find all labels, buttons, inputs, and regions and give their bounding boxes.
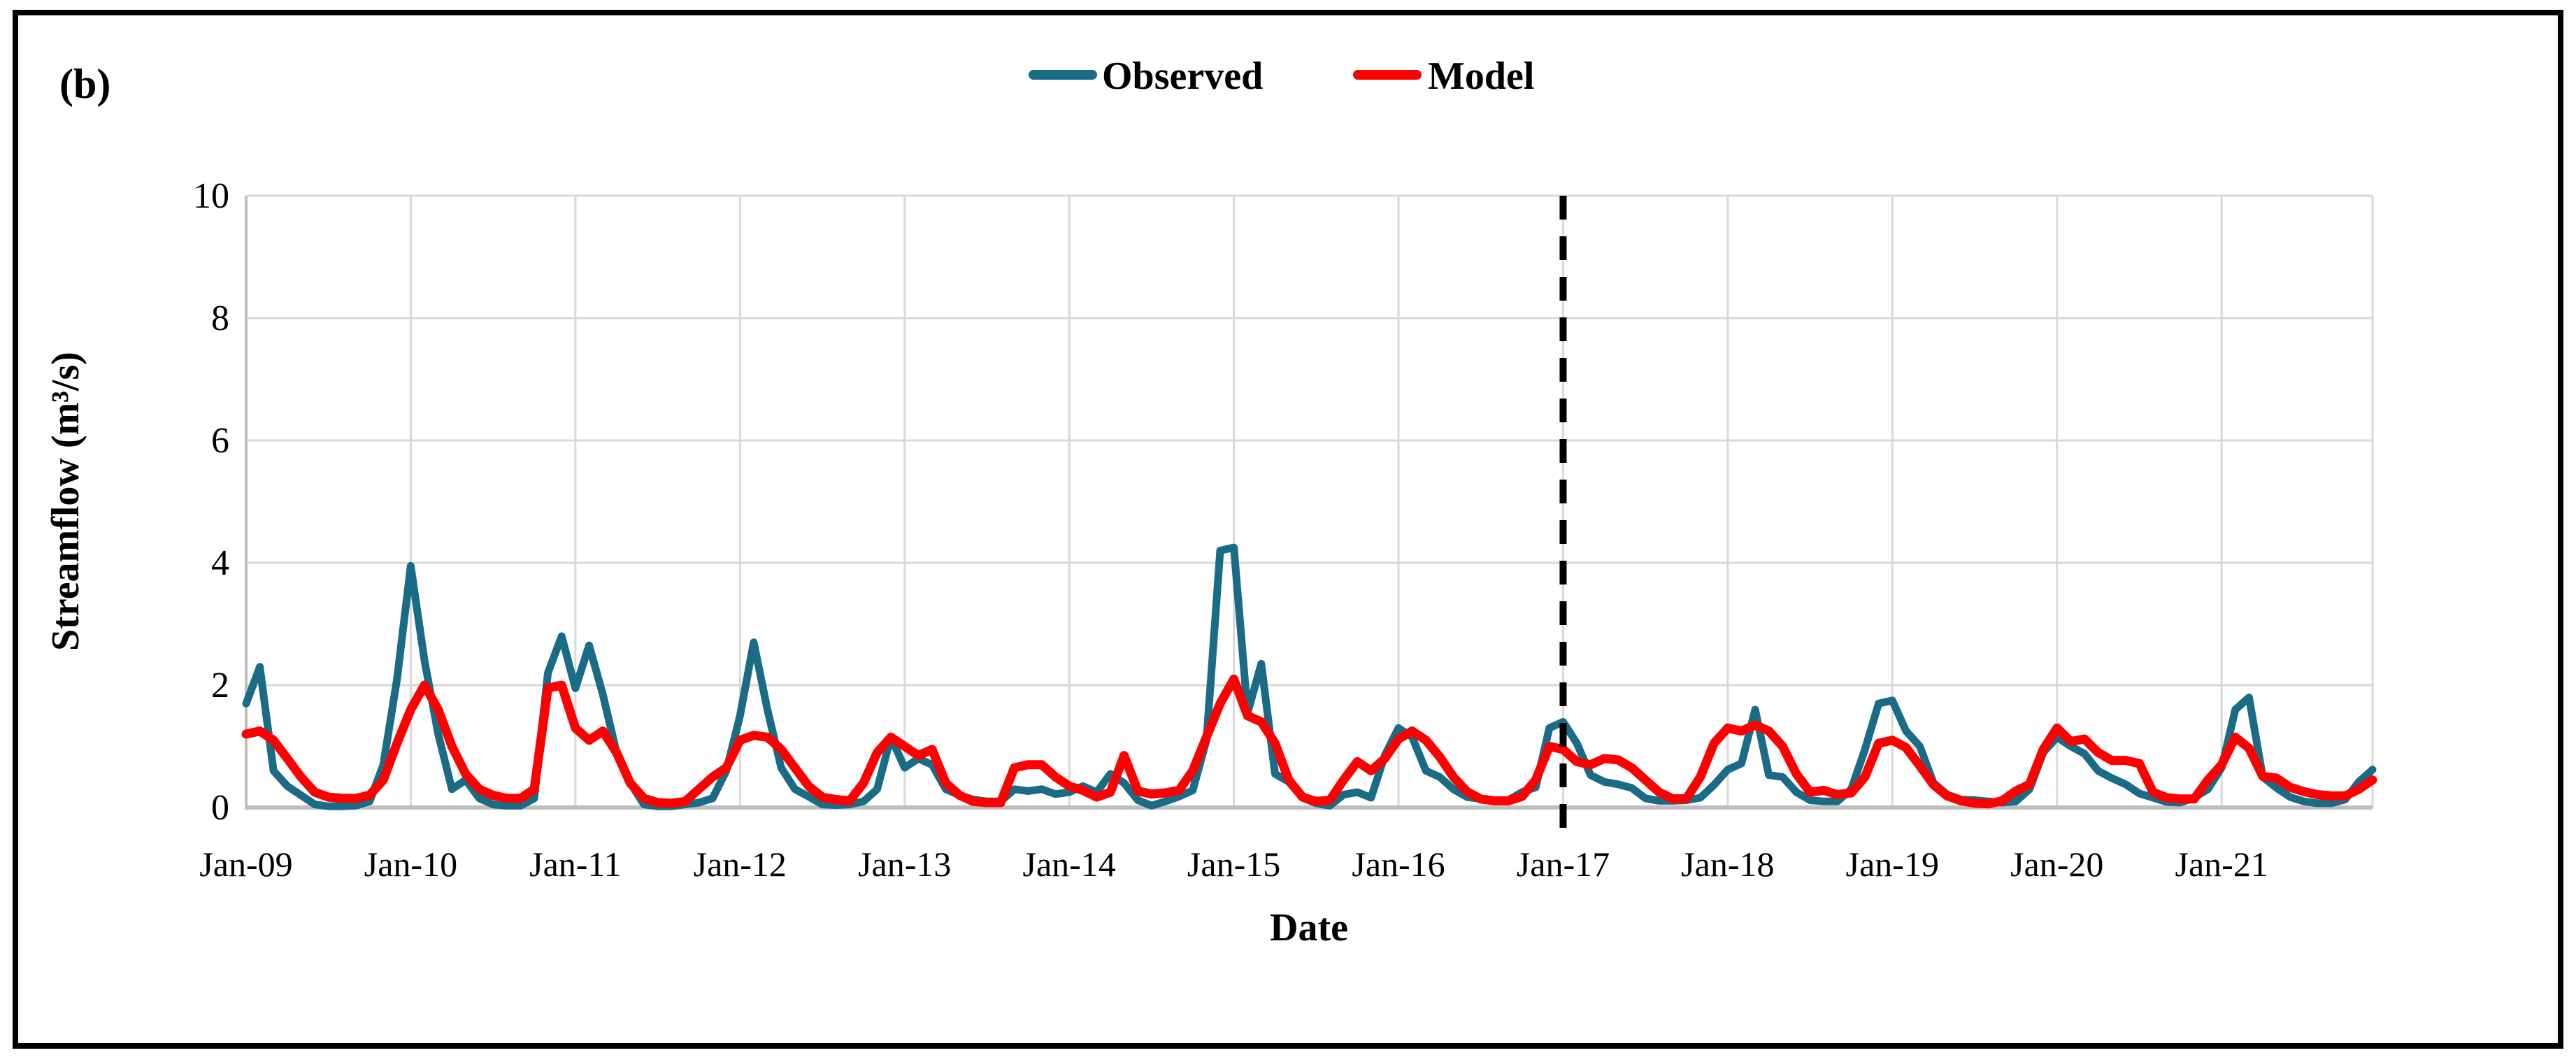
gridlines bbox=[246, 194, 2374, 808]
x-tick-label: Jan-20 bbox=[2010, 845, 2103, 884]
x-tick-label: Jan-16 bbox=[1352, 845, 1445, 884]
y-tick-label: 4 bbox=[211, 543, 229, 583]
model-line bbox=[241, 674, 2377, 809]
figure-border bbox=[13, 10, 2563, 1049]
x-axis-title: Date bbox=[1270, 906, 1348, 949]
observed-line bbox=[242, 543, 2377, 810]
x-tick-label: Jan-15 bbox=[1187, 845, 1280, 884]
y-axis-title: Streamflow (m³/s) bbox=[44, 352, 87, 651]
panel-label: (b) bbox=[59, 61, 110, 107]
y-tick-label: 10 bbox=[193, 176, 229, 216]
x-tick-label: Jan-13 bbox=[858, 845, 951, 884]
x-tick-label: Jan-14 bbox=[1023, 845, 1116, 884]
x-tick-label: Jan-10 bbox=[364, 845, 457, 884]
y-tick-label: 8 bbox=[211, 299, 229, 338]
axes bbox=[245, 196, 2373, 810]
x-tick-label: Jan-12 bbox=[694, 845, 787, 884]
x-tick-label: Jan-09 bbox=[199, 845, 292, 884]
x-tick-label: Jan-17 bbox=[1517, 845, 1610, 884]
x-tick-label: Jan-19 bbox=[1846, 845, 1939, 884]
legend-label-observed: Observed bbox=[1102, 55, 1263, 98]
tick-labels: 0 2 4 6 8 10 Jan-09 Jan-10 Jan-11 Jan-12 Jan-13 Jan… bbox=[193, 176, 2268, 884]
y-tick-label: 0 bbox=[211, 788, 229, 828]
x-tick-label: Jan-21 bbox=[2175, 845, 2268, 884]
x-tick-label: Jan-18 bbox=[1681, 845, 1774, 884]
legend-label-model: Model bbox=[1428, 55, 1534, 98]
y-tick-label: 2 bbox=[211, 666, 229, 705]
x-tick-label: Jan-11 bbox=[529, 845, 621, 884]
legend: Observed Model bbox=[1029, 55, 1534, 98]
series-lines bbox=[241, 543, 2377, 810]
y-tick-label: 6 bbox=[211, 421, 229, 461]
